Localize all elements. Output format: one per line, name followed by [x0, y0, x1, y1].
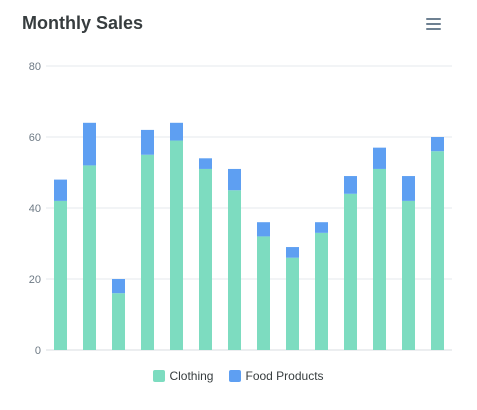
- bar-food-products: [344, 176, 357, 194]
- hamburger-menu-icon[interactable]: [425, 17, 443, 31]
- bar-clothing: [402, 200, 415, 350]
- y-tick-label: 60: [29, 132, 41, 144]
- bar-clothing: [112, 293, 125, 350]
- menu-line: [426, 23, 441, 25]
- bar-food-products: [112, 279, 125, 294]
- legend-item-clothing[interactable]: Clothing: [153, 369, 213, 383]
- menu-line: [426, 18, 441, 20]
- chart-title: Monthly Sales: [22, 13, 144, 33]
- bar-clothing: [431, 151, 444, 350]
- bar-clothing: [170, 140, 183, 350]
- bar-food-products: [286, 247, 299, 258]
- y-tick-label: 40: [29, 203, 41, 215]
- y-tick-label: 0: [35, 345, 41, 357]
- bar-clothing: [141, 154, 154, 350]
- bar-food-products: [54, 179, 67, 201]
- bar-food-products: [228, 168, 241, 191]
- bar-food-products: [83, 122, 96, 166]
- legend: Clothing Food Products: [0, 369, 477, 383]
- bar-clothing: [257, 236, 270, 350]
- legend-swatch-food-products: [229, 370, 242, 382]
- bar-food-products: [199, 158, 212, 169]
- menu-line: [426, 28, 441, 30]
- bar-clothing: [286, 257, 299, 350]
- bar-clothing: [54, 200, 67, 350]
- bar-food-products: [402, 176, 415, 201]
- bar-clothing: [228, 190, 241, 350]
- bar-food-products: [373, 147, 386, 169]
- bar-clothing: [199, 168, 212, 350]
- bar-food-products: [170, 122, 183, 141]
- bar-food-products: [315, 222, 328, 233]
- legend-label-clothing: Clothing: [169, 369, 214, 383]
- y-tick-label: 80: [29, 61, 41, 73]
- bar-clothing: [83, 165, 96, 350]
- bar-food-products: [431, 137, 444, 152]
- bar-clothing: [373, 168, 386, 350]
- bar-clothing: [315, 232, 328, 350]
- legend-label-food-products: Food Products: [245, 369, 324, 383]
- legend-swatch-clothing: [153, 370, 166, 382]
- bar-food-products: [141, 129, 154, 155]
- bar-food-products: [257, 222, 270, 237]
- y-tick-label: 20: [29, 274, 41, 286]
- legend-item-food-products[interactable]: Food Products: [229, 369, 324, 383]
- stacked-bar-chart: 0 20 40 60 80: [29, 61, 452, 357]
- bar-clothing: [344, 193, 357, 350]
